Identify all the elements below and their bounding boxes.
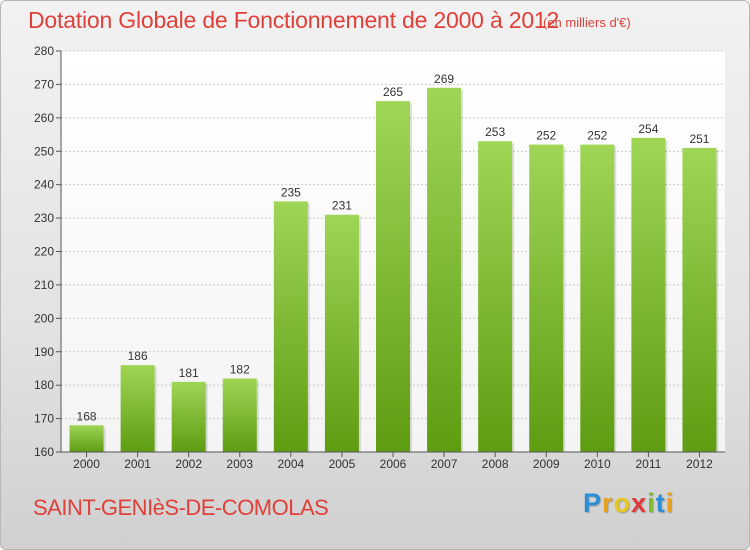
data-label: 265 <box>383 85 403 99</box>
data-label: 251 <box>689 132 709 146</box>
x-tick-label: 2003 <box>226 457 253 471</box>
data-label: 252 <box>536 129 556 143</box>
x-tick-label: 2001 <box>124 457 151 471</box>
bar <box>273 201 308 452</box>
bar <box>427 87 462 452</box>
x-tick-label: 2007 <box>431 457 458 471</box>
x-tick-label: 2010 <box>584 457 611 471</box>
y-tick-label: 220 <box>34 245 54 259</box>
y-tick-label: 210 <box>34 278 54 292</box>
logo-letter: i <box>665 488 675 518</box>
logo-letter: P <box>583 488 603 518</box>
commune-name: SAINT-GENIèS-DE-COMOLAS <box>33 495 329 520</box>
y-tick-label: 240 <box>34 178 54 192</box>
y-tick-label: 180 <box>34 378 54 392</box>
chart-title: Dotation Globale de Fonctionnement de 20… <box>28 7 560 33</box>
x-tick-label: 2012 <box>686 457 713 471</box>
y-tick-label: 170 <box>34 412 54 426</box>
logo-letter: t <box>655 488 666 518</box>
data-label: 253 <box>485 125 505 139</box>
y-tick-label: 280 <box>34 44 54 58</box>
bar <box>222 378 257 452</box>
bar <box>324 214 359 452</box>
y-tick-label: 160 <box>34 445 54 459</box>
x-tick-label: 2008 <box>482 457 509 471</box>
bar <box>529 144 564 453</box>
data-label: 252 <box>587 129 607 143</box>
logo-letter: i <box>647 488 656 518</box>
bar <box>631 137 666 452</box>
data-label: 181 <box>179 366 199 380</box>
x-tick-label: 2000 <box>73 457 100 471</box>
bar <box>69 425 104 452</box>
logo-letter: x <box>631 488 648 518</box>
x-tick-label: 2006 <box>380 457 407 471</box>
chart-subtitle: (en milliers d'€) <box>543 15 631 30</box>
bar <box>171 381 206 452</box>
data-label: 186 <box>128 349 148 363</box>
y-tick-label: 270 <box>34 77 54 91</box>
y-tick-label: 230 <box>34 211 54 225</box>
y-tick-label: 260 <box>34 111 54 125</box>
data-label: 231 <box>332 199 352 213</box>
bar <box>120 365 155 452</box>
data-label: 269 <box>434 72 454 86</box>
x-tick-label: 2009 <box>533 457 560 471</box>
bar <box>478 141 513 452</box>
bar <box>580 144 615 453</box>
logo-letter: o <box>613 488 632 518</box>
x-tick-label: 2002 <box>175 457 202 471</box>
logo-letter: r <box>602 488 614 518</box>
y-tick-label: 190 <box>34 345 54 359</box>
x-tick-label: 2004 <box>277 457 304 471</box>
data-label: 235 <box>281 185 301 199</box>
bar <box>682 147 717 453</box>
x-tick-label: 2011 <box>635 457 661 471</box>
proxiti-logo: Proxiti <box>583 488 674 519</box>
data-label: 182 <box>230 362 250 376</box>
y-tick-label: 250 <box>34 144 54 158</box>
x-tick-label: 2005 <box>329 457 356 471</box>
y-tick-label: 200 <box>34 311 54 325</box>
bar <box>376 101 410 452</box>
data-label: 168 <box>77 409 97 423</box>
data-label: 254 <box>638 122 658 136</box>
